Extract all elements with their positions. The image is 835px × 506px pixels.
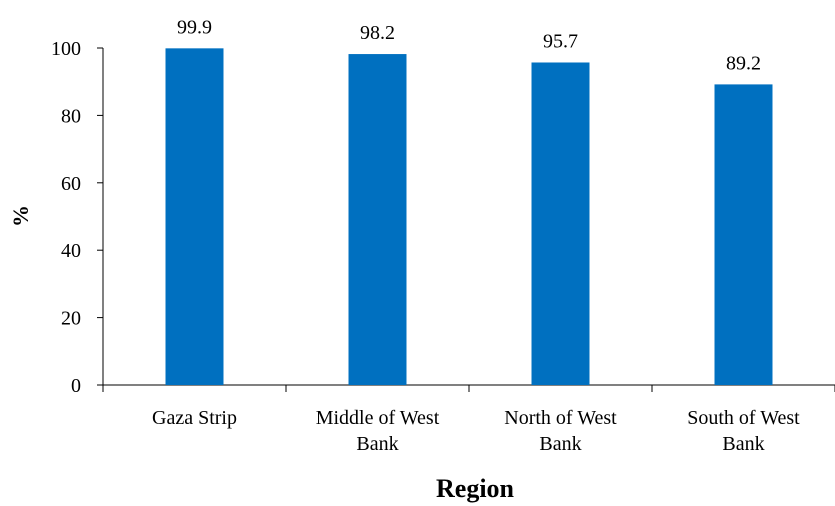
bar xyxy=(714,84,773,386)
y-tick-label: 20 xyxy=(61,308,81,330)
x-axis-title: Region xyxy=(436,474,515,503)
x-tick-label: North of West xyxy=(504,407,617,429)
y-tick-label: 40 xyxy=(61,240,81,262)
x-tick-label: Bank xyxy=(539,433,581,455)
x-tick-label: Gaza Strip xyxy=(152,407,237,429)
data-labels: 99.9 98.2 95.7 89.2 xyxy=(177,16,761,74)
y-axis: 0 20 40 60 80 100 xyxy=(51,38,104,397)
bar xyxy=(531,62,590,386)
data-label: 98.2 xyxy=(360,22,395,44)
data-label: 99.9 xyxy=(177,16,212,38)
y-axis-title: % xyxy=(8,205,33,227)
x-tick-label: Middle of West xyxy=(316,407,440,429)
y-tick-label: 60 xyxy=(61,173,81,195)
bar xyxy=(165,48,224,385)
bar xyxy=(348,54,407,385)
data-label: 95.7 xyxy=(543,30,578,52)
x-tick-label: Bank xyxy=(356,433,398,455)
y-tick-label: 80 xyxy=(61,105,81,127)
bars xyxy=(165,48,773,386)
x-axis: Gaza Strip Middle of West Bank North of Wes… xyxy=(102,384,835,455)
data-label: 89.2 xyxy=(726,52,761,74)
x-tick-label: South of West xyxy=(687,407,800,429)
y-tick-label: 0 xyxy=(71,375,81,397)
y-tick-label: 100 xyxy=(51,38,81,60)
x-tick-label: Bank xyxy=(722,433,764,455)
